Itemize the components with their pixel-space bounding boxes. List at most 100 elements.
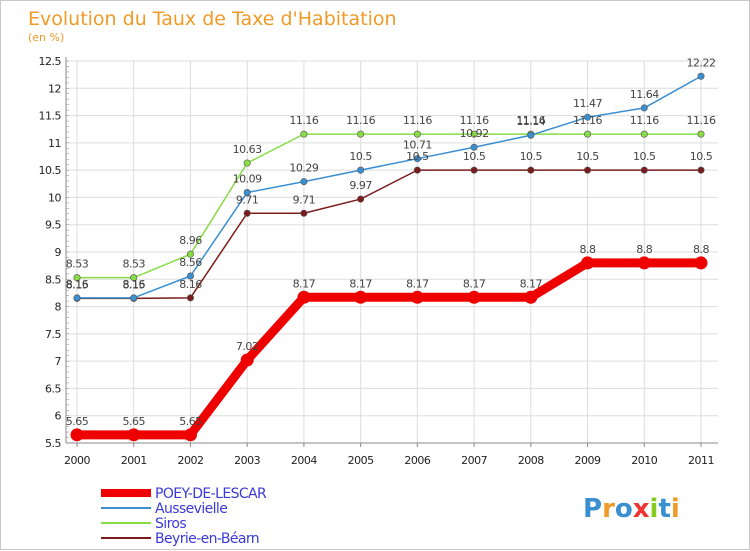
legend-label: Beyrie-en-Béarn [155,531,259,547]
x-tick-label: 2008 [518,454,544,467]
data-label-poey-de-lescar: 8.17 [293,277,316,290]
data-point-siros [413,130,421,138]
data-point-poey-de-lescar [70,428,84,442]
data-label-aussevielle: 11.47 [573,97,602,110]
data-point-siros [640,130,648,138]
grid [66,60,718,444]
data-label-poey-de-lescar: 5.65 [122,415,145,428]
brand-letter: x [633,494,650,524]
data-point-beyrie-en-b-arn [357,195,365,203]
data-point-aussevielle [470,143,478,151]
data-point-aussevielle [130,294,138,302]
brand-letter: i [650,494,659,524]
legend: POEY-DE-LESCARAussevielleSirosBeyrie-en-… [101,486,268,547]
x-tick-label: 2000 [64,454,90,467]
series-line-aussevielle [77,75,702,299]
data-point-aussevielle [243,189,251,197]
data-label-poey-de-lescar: 8.8 [580,243,596,256]
data-label-siros: 8.53 [66,258,89,271]
data-label-siros: 11.16 [460,114,489,127]
data-label-siros: 11.16 [630,114,659,127]
data-label-beyrie-en-b-arn: 10.5 [690,150,713,163]
brand-letter: i [671,494,680,524]
data-point-aussevielle [357,166,365,174]
x-tick-label: 2004 [291,454,317,467]
data-label-siros: 11.16 [289,114,318,127]
data-point-beyrie-en-b-arn [413,166,421,174]
brand-letter: t [658,494,670,524]
data-label-aussevielle: 8.16 [66,278,89,291]
data-point-beyrie-en-b-arn [186,294,194,302]
series-line-poey-de-lescar [77,258,701,440]
data-label-aussevielle: 8.16 [122,278,145,291]
x-tick-label: 2006 [404,454,430,467]
data-label-aussevielle: 10.71 [403,139,432,152]
data-point-aussevielle [527,131,535,139]
data-label-siros: 11.16 [403,114,432,127]
chart-subtitle: (en %) [28,31,64,44]
y-tick-label: 7.5 [45,328,61,341]
data-point-siros [130,274,138,282]
data-label-beyrie-en-b-arn: 8.15 [66,278,89,291]
data-label-aussevielle: 10.5 [349,150,372,163]
chart-title: Evolution du Taux de Taxe d'Habitation [28,8,397,30]
data-label-siros: 11.16 [687,114,716,127]
data-point-poey-de-lescar [183,428,197,442]
data-point-siros [584,130,592,138]
data-point-poey-de-lescar [467,290,481,304]
proxiti-logo: Proxiti [583,494,680,524]
data-label-poey-de-lescar: 5.65 [179,415,202,428]
x-tick-label: 2010 [631,454,657,467]
data-label-beyrie-en-b-arn: 8.16 [179,278,202,291]
data-label-aussevielle: 10.09 [233,173,262,186]
data-point-aussevielle [73,294,81,302]
data-label-aussevielle: 12.22 [687,56,716,69]
data-label-poey-de-lescar: 7.02 [236,340,259,353]
data-label-siros: 8.53 [122,258,145,271]
data-point-poey-de-lescar [410,290,424,304]
legend-label: Siros [155,516,186,532]
x-tick-label: 2005 [348,454,374,467]
y-tick-label: 11 [48,137,61,150]
x-tick-label: 2001 [121,454,147,467]
y-tick-label: 10.5 [39,164,62,177]
y-tick-label: 11.5 [39,110,62,123]
data-point-poey-de-lescar [694,256,708,270]
data-point-beyrie-en-b-arn [527,166,535,174]
series-aussevielle [73,72,705,302]
data-point-poey-de-lescar [581,256,595,270]
data-label-beyrie-en-b-arn: 10.5 [633,150,656,163]
data-point-siros [357,130,365,138]
x-tick-label: 2007 [461,454,487,467]
y-tick-label: 6.5 [45,382,61,395]
x-tick-label: 2002 [177,454,203,467]
data-point-siros [697,130,705,138]
y-tick-label: 5.5 [45,437,61,450]
y-tick-label: 12 [48,82,61,95]
data-label-siros: 8.96 [179,234,202,247]
series-poey-de-lescar [70,256,708,442]
data-label-aussevielle: 11.14 [516,115,545,128]
y-tick-label: 6 [55,410,62,423]
data-point-aussevielle [697,72,705,80]
y-tick-label: 9 [55,246,62,259]
data-point-beyrie-en-b-arn [640,166,648,174]
data-point-poey-de-lescar [297,290,311,304]
data-point-beyrie-en-b-arn [300,209,308,217]
data-point-beyrie-en-b-arn [470,166,478,174]
data-label-beyrie-en-b-arn: 10.5 [520,150,543,163]
x-tick-label: 2009 [575,454,601,467]
data-label-aussevielle: 10.29 [289,162,318,175]
data-point-aussevielle [186,272,194,280]
y-tick-label: 9.5 [45,219,61,232]
data-label-siros: 10.63 [233,143,262,156]
data-label-poey-de-lescar: 8.17 [463,277,486,290]
data-label-aussevielle: 10.92 [460,127,489,140]
series-line-siros [77,133,701,279]
brand-letter: o [615,494,633,524]
axes: 5.5 6 6.5 7 7.5 8 8.5 9 9.5 10 10.5 11 11.5 12 12.5 200… [39,55,718,467]
data-label-beyrie-en-b-arn: 8.15 [122,278,145,291]
